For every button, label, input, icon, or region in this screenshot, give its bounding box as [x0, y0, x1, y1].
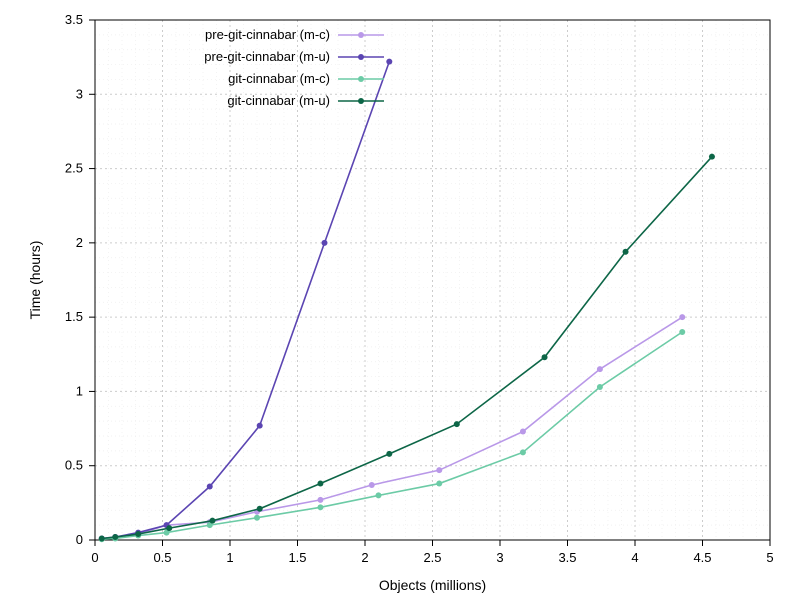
series-marker: [207, 484, 213, 490]
series-marker: [709, 154, 715, 160]
y-tick-label: 2: [76, 235, 83, 250]
y-tick-label: 1.5: [65, 309, 83, 324]
y-axis-label: Time (hours): [27, 241, 43, 320]
series-marker: [454, 421, 460, 427]
legend-sample-marker: [358, 54, 364, 60]
x-tick-label: 3: [496, 550, 503, 565]
series-marker: [520, 449, 526, 455]
series-marker: [166, 525, 172, 531]
series-marker: [436, 481, 442, 487]
series-marker: [257, 423, 263, 429]
chart-container: 0 0.5 1 1.5 2 2.5 3 3.5 4 4.5 5 0 0.5 1 1.5 2 2.5 3 3.5 Obj…: [0, 0, 800, 600]
series-marker: [520, 429, 526, 435]
series-marker: [257, 506, 263, 512]
series-marker: [317, 497, 323, 503]
series-marker: [597, 366, 603, 372]
x-tick-label: 4.5: [693, 550, 711, 565]
legend-sample-marker: [358, 98, 364, 104]
x-tick-label: 1: [226, 550, 233, 565]
legend-label: pre-git-cinnabar (m-c): [205, 27, 330, 42]
series-marker: [623, 249, 629, 255]
x-tick-label: 1.5: [288, 550, 306, 565]
series-marker: [542, 354, 548, 360]
series-marker: [679, 314, 685, 320]
y-tick-label: 0: [76, 532, 83, 547]
legend-sample-marker: [358, 76, 364, 82]
series-marker: [254, 515, 260, 521]
series-marker: [317, 481, 323, 487]
y-tick-label: 0.5: [65, 458, 83, 473]
legend-label: git-cinnabar (m-u): [227, 93, 330, 108]
series-marker: [679, 329, 685, 335]
series-marker: [99, 536, 105, 542]
y-tick-label: 2.5: [65, 161, 83, 176]
x-tick-label: 2: [361, 550, 368, 565]
y-tick-label: 3.5: [65, 12, 83, 27]
series-marker: [597, 384, 603, 390]
x-tick-label: 5: [766, 550, 773, 565]
line-chart: 0 0.5 1 1.5 2 2.5 3 3.5 4 4.5 5 0 0.5 1 1.5 2 2.5 3 3.5 Obj…: [0, 0, 800, 600]
legend-label: pre-git-cinnabar (m-u): [204, 49, 330, 64]
legend-label: git-cinnabar (m-c): [228, 71, 330, 86]
series-marker: [135, 531, 141, 537]
series-marker: [386, 451, 392, 457]
y-tick-label: 1: [76, 383, 83, 398]
x-tick-label: 2.5: [423, 550, 441, 565]
x-tick-label: 0.5: [153, 550, 171, 565]
x-axis-label: Objects (millions): [379, 577, 486, 593]
y-tick-label: 3: [76, 86, 83, 101]
legend-sample-marker: [358, 32, 364, 38]
series-marker: [317, 504, 323, 510]
series-marker: [322, 240, 328, 246]
series-marker: [112, 534, 118, 540]
series-marker: [436, 467, 442, 473]
series-marker: [209, 518, 215, 524]
x-tick-label: 0: [91, 550, 98, 565]
series-marker: [386, 59, 392, 65]
x-tick-label: 4: [631, 550, 638, 565]
x-tick-label: 3.5: [558, 550, 576, 565]
series-marker: [376, 492, 382, 498]
series-marker: [369, 482, 375, 488]
